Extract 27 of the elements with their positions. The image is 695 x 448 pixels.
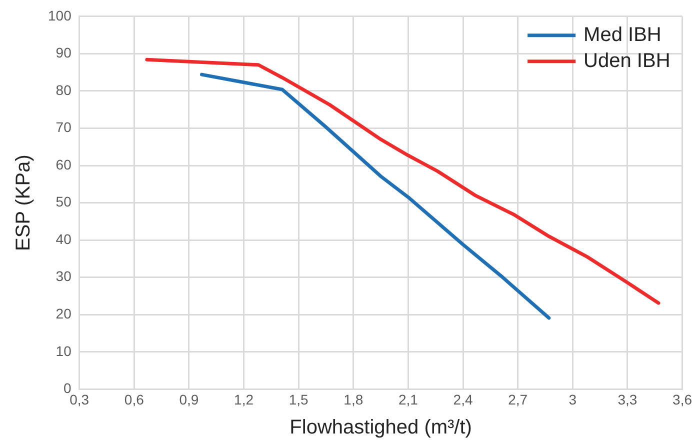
y-tick-label: 100 [48,7,72,24]
x-tick-label: 1,2 [234,391,254,408]
x-axis-title: Flowhastighed (m³/t) [290,416,472,439]
x-tick-label: 2,4 [453,391,473,408]
y-tick-label: 20 [56,306,72,322]
y-axis-title: ESP (KPa) [12,154,35,251]
y-tick-label: 10 [56,342,72,359]
legend-label: Uden IBH [584,50,670,72]
x-tick-label: 0,3 [70,391,90,408]
x-tick-label: 2,1 [398,391,418,408]
x-tick-label: 2,7 [508,391,528,408]
x-tick-label: 1,5 [288,391,309,408]
y-tick-label: 0 [64,380,72,396]
y-tick-label: 30 [56,268,72,284]
x-tick-label: 0,9 [179,391,199,408]
x-tick-label: 1,8 [344,391,364,408]
x-tick-label: 3,3 [618,391,638,408]
y-tick-label: 70 [56,119,72,136]
y-tick-label: 90 [56,44,72,61]
x-tick-label: 3 [568,391,577,408]
y-tick-label: 60 [56,156,72,172]
y-tick-label: 40 [56,230,72,247]
y-tick-label: 80 [56,82,72,98]
x-tick-label: 0,6 [124,391,144,408]
legend-label: Med IBH [584,24,662,46]
y-tick-label: 50 [56,194,72,210]
x-tick-label: 3,6 [672,391,692,408]
